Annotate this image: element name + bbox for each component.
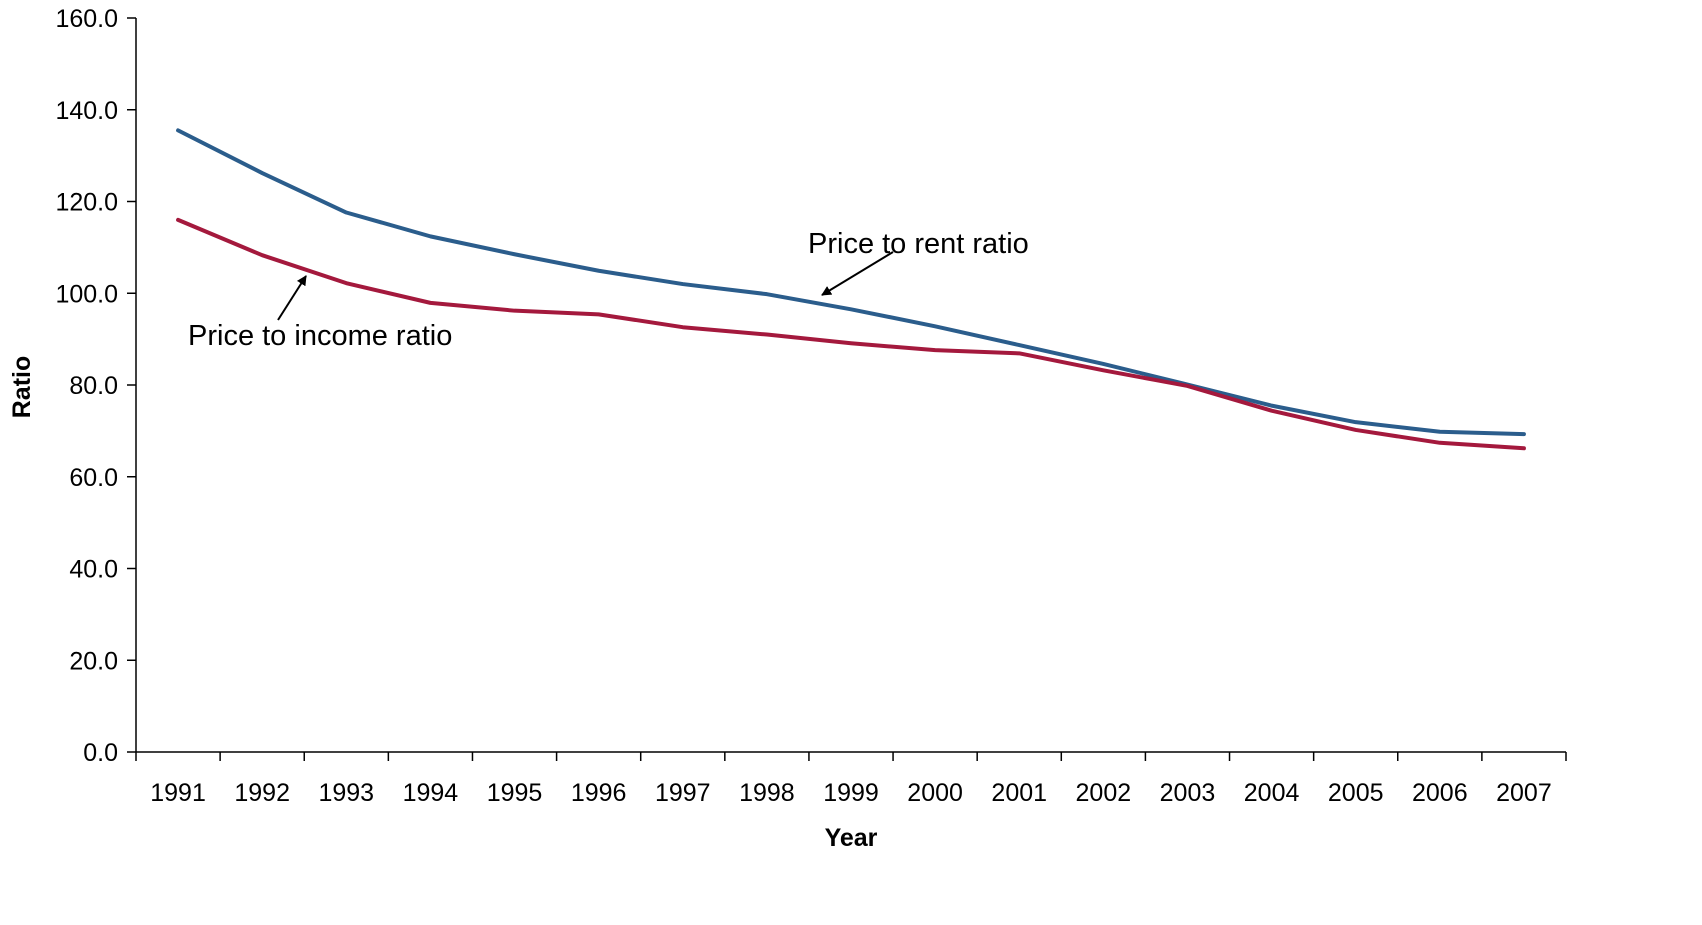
series-line-income <box>176 217 1526 451</box>
data-point-rent <box>514 254 515 255</box>
data-point-income <box>430 302 431 303</box>
x-tick-label: 1994 <box>403 779 459 807</box>
y-tick-label: 140.0 <box>55 97 118 125</box>
data-point-income <box>514 310 515 311</box>
x-tick-label: 1996 <box>571 779 627 807</box>
series-line-rent <box>176 128 1526 437</box>
y-tick-label: 60.0 <box>69 464 118 492</box>
data-point-income <box>1523 448 1524 449</box>
y-tick-label: 40.0 <box>69 556 118 584</box>
data-point-rent <box>346 212 347 213</box>
x-tick-label: 1993 <box>318 779 374 807</box>
data-point-income <box>598 314 599 315</box>
x-axis-ticks: 1991 1992 1993 1994 1995 1996 1997 1998 1999 2000… <box>135 752 1567 807</box>
data-point-income <box>1355 429 1356 430</box>
x-tick-label: 1991 <box>150 779 206 807</box>
x-tick-label: 1995 <box>487 779 543 807</box>
y-axis-title: Ratio <box>8 356 36 419</box>
data-point-income <box>935 350 936 351</box>
data-point-rent <box>1439 431 1440 432</box>
data-point-rent <box>1271 405 1272 406</box>
data-point-rent <box>178 130 179 131</box>
data-point-income <box>1103 370 1104 371</box>
x-tick-label: 1998 <box>739 779 795 807</box>
y-tick-label: 120.0 <box>55 189 118 217</box>
data-point-rent <box>598 270 599 271</box>
annotation-arrow <box>821 251 894 296</box>
y-tick-label: 20.0 <box>69 647 118 675</box>
y-tick-label: 160.0 <box>55 5 118 33</box>
y-tick-label: 0.0 <box>83 739 118 767</box>
data-point-income <box>682 327 683 328</box>
data-point-income <box>262 255 263 256</box>
data-point-rent <box>1103 363 1104 364</box>
y-axis-ticks: 0.0 20.0 40.0 60.0 80.0 100.0 120.0 140.0 160.0 <box>55 5 136 767</box>
annotation-layer: Price to rent ratio Price to income ratio <box>188 228 1029 352</box>
annotation-income-label: Price to income ratio <box>188 320 452 352</box>
y-tick-label: 80.0 <box>69 372 118 400</box>
data-point-income <box>766 334 767 335</box>
data-point-income <box>1271 410 1272 411</box>
x-tick-label: 2000 <box>907 779 963 807</box>
x-tick-label: 2005 <box>1328 779 1384 807</box>
data-point-rent <box>766 294 767 295</box>
data-point-rent <box>1355 422 1356 423</box>
data-point-rent <box>851 309 852 310</box>
x-tick-label: 1997 <box>655 779 711 807</box>
x-tick-label: 1999 <box>823 779 879 807</box>
annotation-arrow <box>277 275 307 321</box>
data-point-rent <box>262 173 263 174</box>
data-point-rent <box>935 326 936 327</box>
data-point-income <box>1019 353 1020 354</box>
data-point-rent <box>1019 345 1020 346</box>
data-point-income <box>346 283 347 284</box>
x-tick-label: 2007 <box>1496 779 1552 807</box>
x-tick-label: 2001 <box>991 779 1047 807</box>
data-point-income <box>1439 442 1440 443</box>
series-layer <box>176 128 1526 451</box>
data-point-income <box>1187 385 1188 386</box>
data-point-rent <box>682 284 683 285</box>
data-point-income <box>178 219 179 220</box>
data-point-rent <box>1523 434 1524 435</box>
x-tick-label: 2003 <box>1160 779 1216 807</box>
data-point-income <box>851 343 852 344</box>
x-tick-label: 1992 <box>234 779 290 807</box>
x-tick-label: 2004 <box>1244 779 1300 807</box>
x-axis-title: Year <box>825 824 878 852</box>
x-tick-label: 2002 <box>1076 779 1132 807</box>
x-tick-label: 2006 <box>1412 779 1468 807</box>
annotation-rent-label: Price to rent ratio <box>808 228 1029 260</box>
y-tick-label: 100.0 <box>55 280 118 308</box>
data-point-rent <box>430 236 431 237</box>
